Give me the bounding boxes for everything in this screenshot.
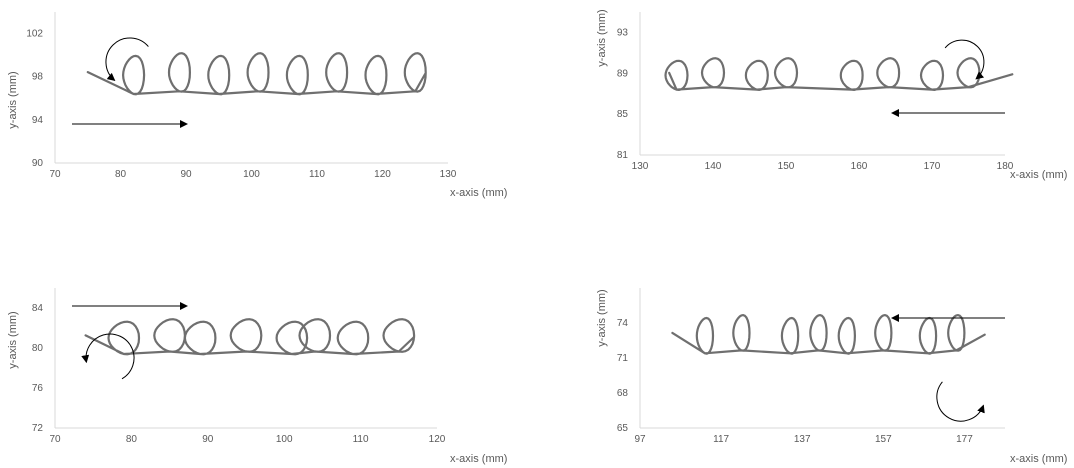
chart-4-y-tick: 65 [617,423,629,434]
chart-3-y-tick: 72 [32,423,44,434]
chart-3-trajectory [84,318,416,356]
chart-4-rotation-arrow [936,381,985,422]
chart-1-x-tick: 110 [309,169,325,180]
chart-1-rotation-arrow [105,37,149,82]
chart-2-x-tick: 140 [705,161,722,172]
chart-1-trajectory [86,52,427,96]
chart-1-x-tick: 130 [440,169,457,180]
chart-4-x-tick: 177 [956,434,973,445]
chart-3-y-tick: 80 [32,343,44,354]
chart-1-plot: 70 80 90 100 110 120 130 90 94 98 102 [26,12,457,180]
chart-2-x-tick: 150 [778,161,795,172]
chart-3-ylabel: y-axis (mm) [7,311,19,368]
chart-3-plot: 70 80 90 100 110 120 72 76 80 84 [32,288,446,445]
chart-3-x-tick: 100 [276,434,293,445]
chart-1-x-tick: 70 [49,169,61,180]
chart-4-y-tick: 71 [617,353,629,364]
chart-4-x-tick: 117 [713,434,729,445]
chart-3-x-tick: 120 [429,434,446,445]
chart-4-x-tick: 137 [794,434,811,445]
chart-1-x-tick: 80 [115,169,127,180]
chart-2-x-tick: 170 [924,161,941,172]
chart-3-y-tick: 84 [32,303,44,314]
chart-1-y-tick: 102 [26,29,43,40]
chart-panel-2: y-axis (mm) x-axis (mm) 130 140 150 160 170 1… [596,9,1067,181]
chart-1-ylabel: y-axis (mm) [7,71,19,128]
chart-2-ylabel: y-axis (mm) [596,9,608,66]
chart-2-plot: 130 140 150 160 170 180 81 85 89 93 [617,12,1014,172]
chart-2-x-tick: 160 [851,161,868,172]
chart-3-xlabel: x-axis (mm) [450,453,507,465]
chart-panel-1: y-axis (mm) x-axis (mm) 70 80 90 100 110 120 1… [7,12,507,199]
chart-4-plot: 97 117 137 157 177 65 68 71 74 [617,288,1005,445]
chart-2-y-tick: 81 [617,150,629,161]
chart-1-y-tick: 94 [32,115,44,126]
chart-2-x-tick: 180 [997,161,1014,172]
chart-2-trajectory [664,57,1014,91]
chart-2-rotation-arrow [944,39,985,80]
chart-4-y-tick: 74 [617,318,629,329]
chart-2-xlabel: x-axis (mm) [1010,169,1067,181]
chart-panel-4: y-axis (mm) x-axis (mm) 97 117 137 157 177 65… [596,288,1067,465]
chart-2-x-tick: 130 [632,161,649,172]
chart-3-y-tick: 76 [32,383,44,394]
chart-4-x-tick: 97 [634,434,646,445]
chart-3-x-tick: 90 [202,434,214,445]
chart-2-y-tick: 85 [617,109,629,120]
chart-1-xlabel: x-axis (mm) [450,187,507,199]
chart-1-x-tick: 120 [374,169,391,180]
chart-1-y-tick: 90 [32,158,44,169]
chart-2-y-tick: 93 [617,27,629,38]
chart-3-rotation-arrow [81,333,135,380]
chart-3-x-tick: 110 [353,434,369,445]
chart-1-y-tick: 98 [32,72,44,83]
chart-panel-3: y-axis (mm) x-axis (mm) 70 80 90 100 110 1207… [7,288,507,465]
chart-4-y-tick: 68 [617,388,629,399]
chart-4-trajectory [671,314,986,355]
chart-1-x-tick: 90 [180,169,192,180]
chart-4-x-tick: 157 [875,434,892,445]
chart-4-ylabel: y-axis (mm) [596,289,608,346]
chart-3-x-tick: 80 [126,434,138,445]
chart-2-y-tick: 89 [617,68,629,79]
chart-3-x-tick: 70 [49,434,61,445]
chart-1-x-tick: 100 [243,169,260,180]
chart-4-xlabel: x-axis (mm) [1010,453,1067,465]
